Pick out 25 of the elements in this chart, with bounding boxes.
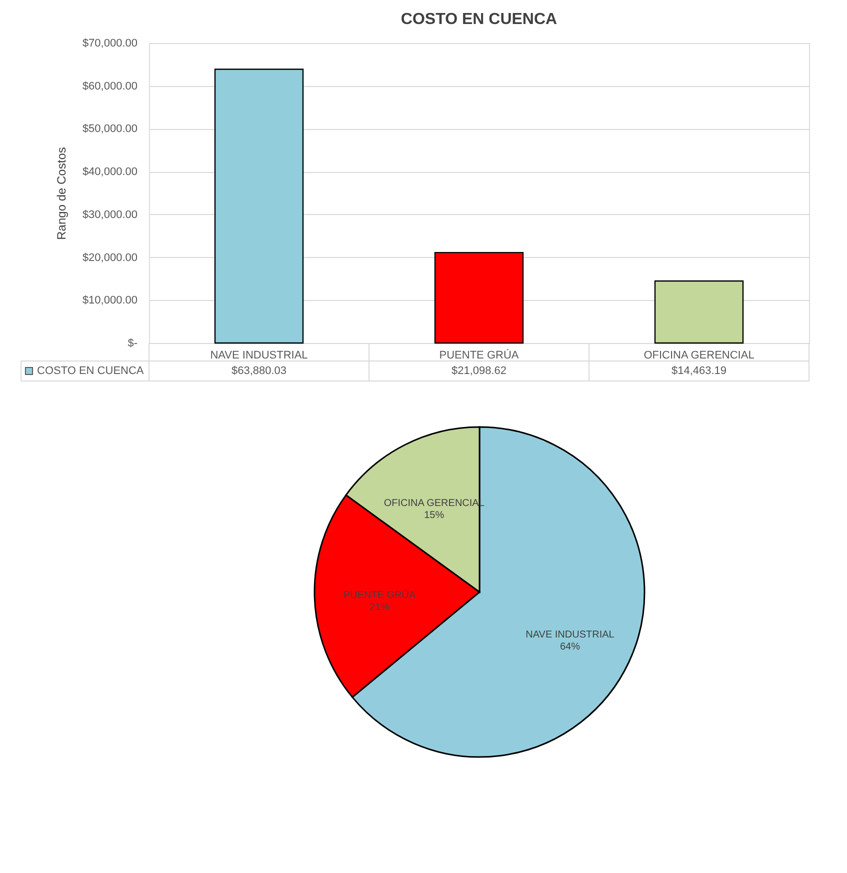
data-label: 21% xyxy=(370,602,390,614)
slice-label: NAVE INDUSTRIAL xyxy=(526,630,615,641)
y-tick-label: $70,000.00 xyxy=(82,38,138,50)
x-tick-label: OFICINA GERENCIAL xyxy=(644,350,754,362)
y-axis-title: Rango de Costos xyxy=(54,147,68,240)
bar xyxy=(434,252,524,344)
y-tick-label: $60,000.00 xyxy=(82,80,138,92)
slice-label: PUENTE GRÚA xyxy=(343,589,416,602)
y-tick-label: $50,000.00 xyxy=(82,123,138,136)
bar xyxy=(654,280,744,344)
legend-label: COSTO EN CUENCA xyxy=(37,365,144,377)
data-label: 64% xyxy=(560,642,580,653)
x-tick-label: PUENTE GRÚA xyxy=(439,348,520,362)
y-tick-label: $10,000.00 xyxy=(82,294,138,307)
y-tick-label: $30,000.00 xyxy=(82,208,138,221)
data-label: $63,880.03 xyxy=(231,365,287,377)
chart-title: COSTO EN CUENCA xyxy=(400,11,558,28)
y-tick-label: $20,000.00 xyxy=(82,252,138,264)
y-tick-label: $40,000.00 xyxy=(82,166,138,178)
bar xyxy=(214,68,304,344)
data-label: 15% xyxy=(424,510,444,521)
x-tick-label: NAVE INDUSTRIAL xyxy=(210,350,308,362)
data-label: $14,463.19 xyxy=(671,365,727,377)
y-tick-label: $- xyxy=(128,338,138,350)
data-label: $21,098.62 xyxy=(451,365,507,377)
